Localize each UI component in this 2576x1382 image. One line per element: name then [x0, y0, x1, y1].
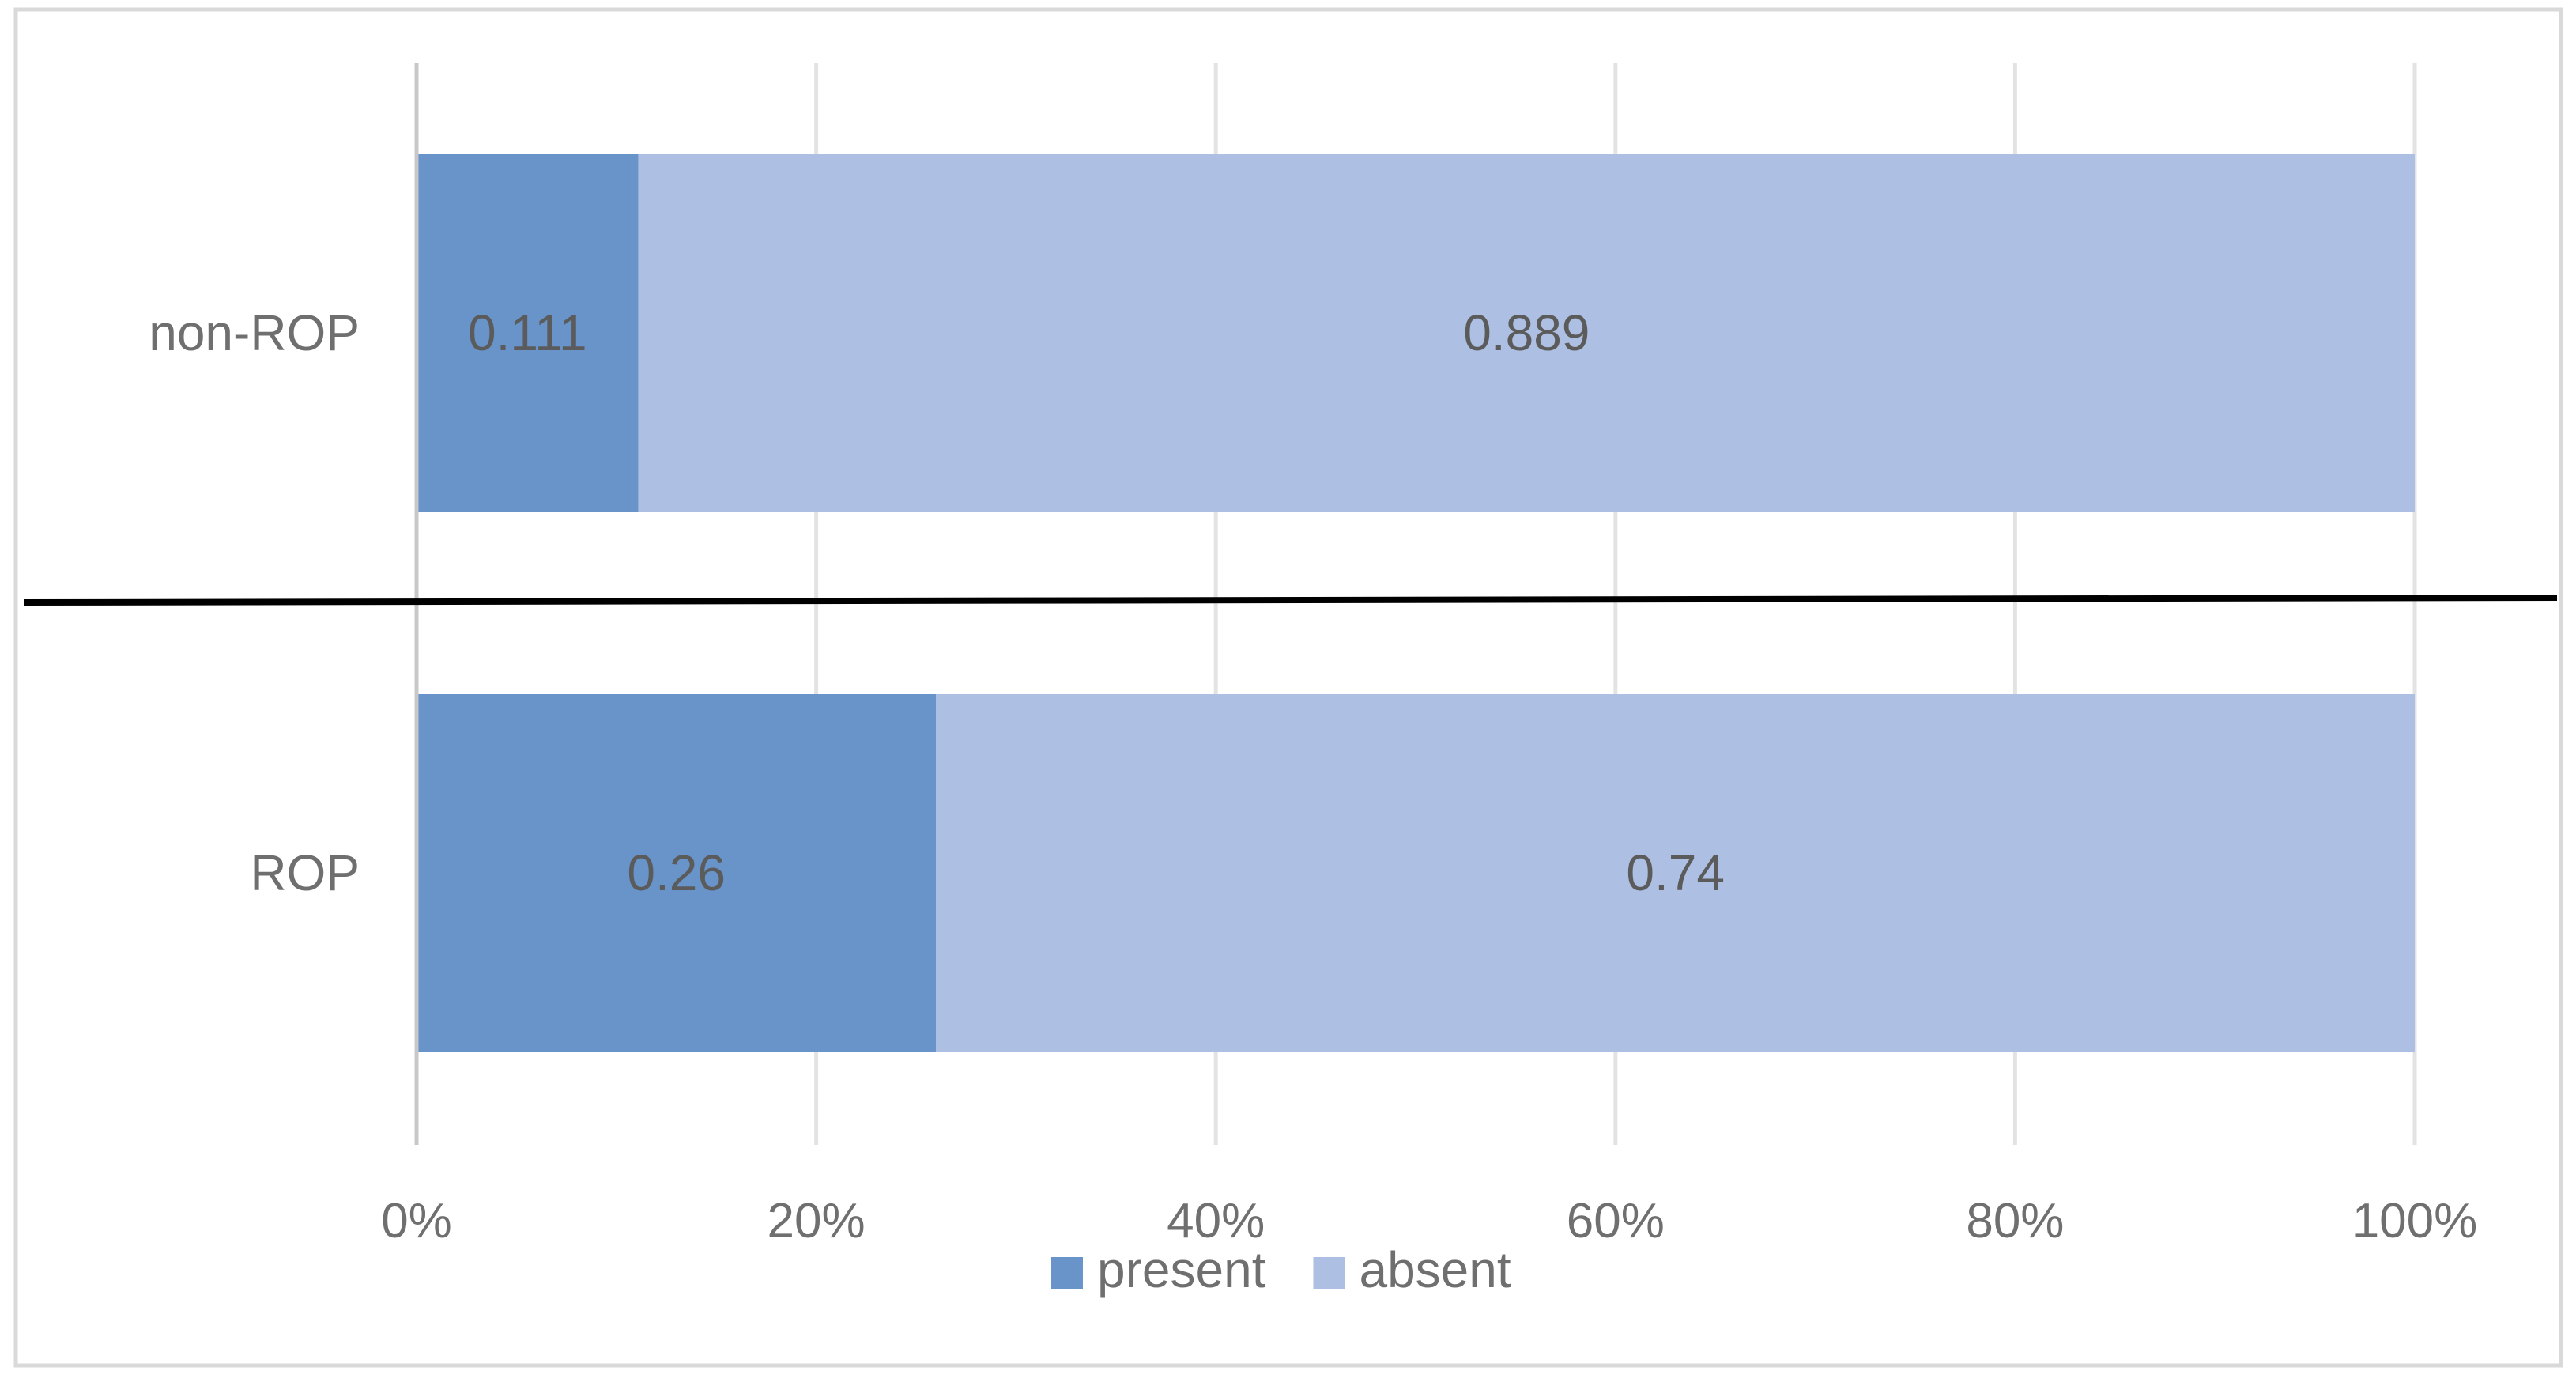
- legend-label-absent: absent: [1359, 1241, 1511, 1298]
- bar-present-non-rop: [417, 154, 639, 512]
- bar-present-rop: [417, 694, 937, 1052]
- data-label: 0.111: [468, 304, 587, 361]
- bar-absent-non-rop: [638, 154, 2416, 512]
- data-label: 0.74: [1626, 844, 1725, 901]
- group-separator-line: [23, 595, 2558, 606]
- legend-swatch-absent: [1313, 1257, 1345, 1289]
- legend-label-present: present: [1097, 1241, 1266, 1298]
- x-tick-label: 100%: [2352, 1194, 2478, 1248]
- legend: present absent: [1051, 1241, 1511, 1298]
- data-label: 0.26: [627, 844, 726, 901]
- legend-swatch-present: [1051, 1257, 1083, 1289]
- x-tick-label: 20%: [768, 1194, 866, 1248]
- bar-absent-rop: [936, 694, 2415, 1052]
- x-tick-label: 60%: [1567, 1194, 1665, 1248]
- x-tick-label: 80%: [1966, 1194, 2064, 1248]
- category-label: ROP: [250, 844, 360, 901]
- data-label: 0.889: [1463, 304, 1590, 361]
- data-labels: 0.111 0.889 0.26 0.74: [468, 304, 1725, 901]
- x-tick-label: 0%: [381, 1194, 452, 1248]
- category-label: non-ROP: [149, 304, 360, 361]
- bars: [417, 154, 2416, 1052]
- x-tick-label: 40%: [1167, 1194, 1265, 1248]
